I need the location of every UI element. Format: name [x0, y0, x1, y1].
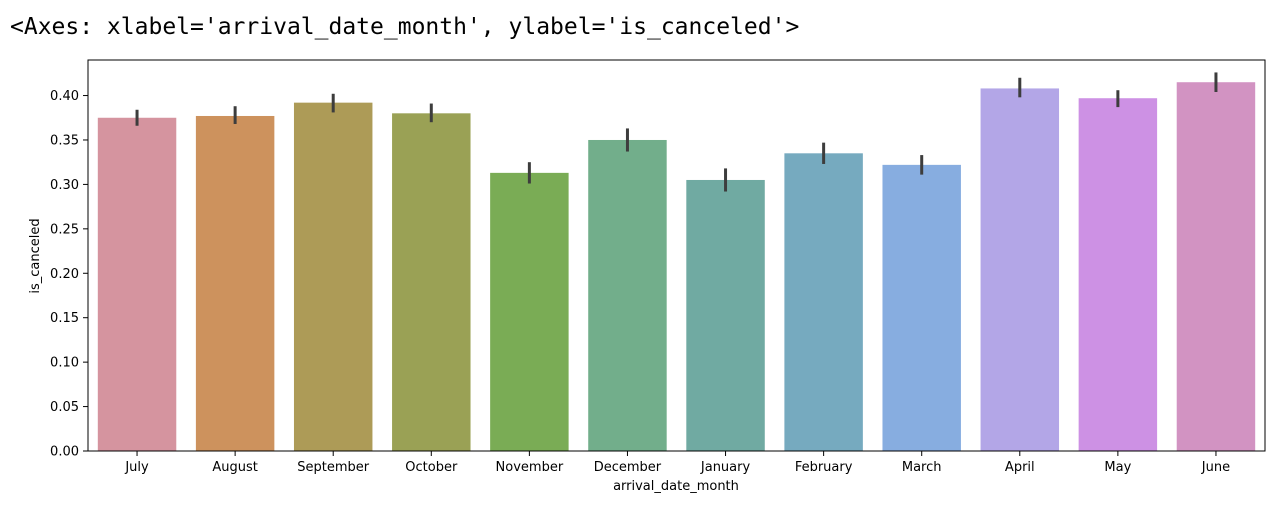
- bar-may: [1078, 98, 1158, 452]
- x-tick-label: May: [1104, 460, 1131, 475]
- bar-april: [980, 88, 1060, 451]
- bar-february: [784, 153, 863, 451]
- y-tick-label: 0.30: [50, 178, 79, 193]
- x-tick-label: July: [124, 460, 149, 475]
- bar-july: [97, 117, 177, 451]
- bar-november: [490, 172, 569, 452]
- x-tick-label: April: [1005, 460, 1035, 475]
- y-tick-label: 0.20: [50, 267, 79, 282]
- bar-december: [588, 139, 667, 452]
- bar-september: [293, 102, 373, 452]
- bar-october: [392, 113, 471, 451]
- x-tick-label: March: [902, 460, 942, 475]
- y-tick-label: 0.10: [50, 356, 79, 371]
- y-tick-label: 0.35: [50, 133, 79, 148]
- bar-june: [1176, 82, 1256, 451]
- x-tick-label: September: [297, 460, 370, 475]
- x-tick-label: February: [795, 460, 853, 475]
- error-bars-layer: [135, 72, 1218, 192]
- y-tick-label: 0.00: [50, 445, 79, 460]
- y-axis-label: is_canceled: [28, 218, 43, 293]
- x-tick-label: December: [594, 460, 662, 475]
- x-tick-label: June: [1201, 460, 1230, 475]
- axes-repr-text: <Axes: xlabel='arrival_date_month', ylab…: [10, 14, 800, 40]
- bar-january: [686, 179, 765, 451]
- x-tick-label: January: [700, 460, 751, 475]
- y-tick-label: 0.15: [50, 311, 79, 326]
- x-tick-label: November: [496, 460, 564, 475]
- x-tick-label: October: [405, 460, 458, 475]
- bar-march: [882, 164, 961, 452]
- bars-layer: [97, 82, 1256, 452]
- x-tick-label: August: [212, 460, 258, 475]
- x-axis: July August September October November Decemb…: [124, 451, 1230, 475]
- y-tick-label: 0.25: [50, 222, 79, 237]
- plot-frame: [87, 59, 1266, 452]
- y-tick-label: 0.40: [50, 89, 79, 104]
- y-axis: 0.00 0.05 0.10 0.15 0.20 0.25 0.30 0.35 0.40: [50, 89, 88, 460]
- bar-august: [195, 115, 275, 451]
- y-tick-label: 0.05: [50, 400, 79, 415]
- x-axis-label: arrival_date_month: [613, 479, 739, 494]
